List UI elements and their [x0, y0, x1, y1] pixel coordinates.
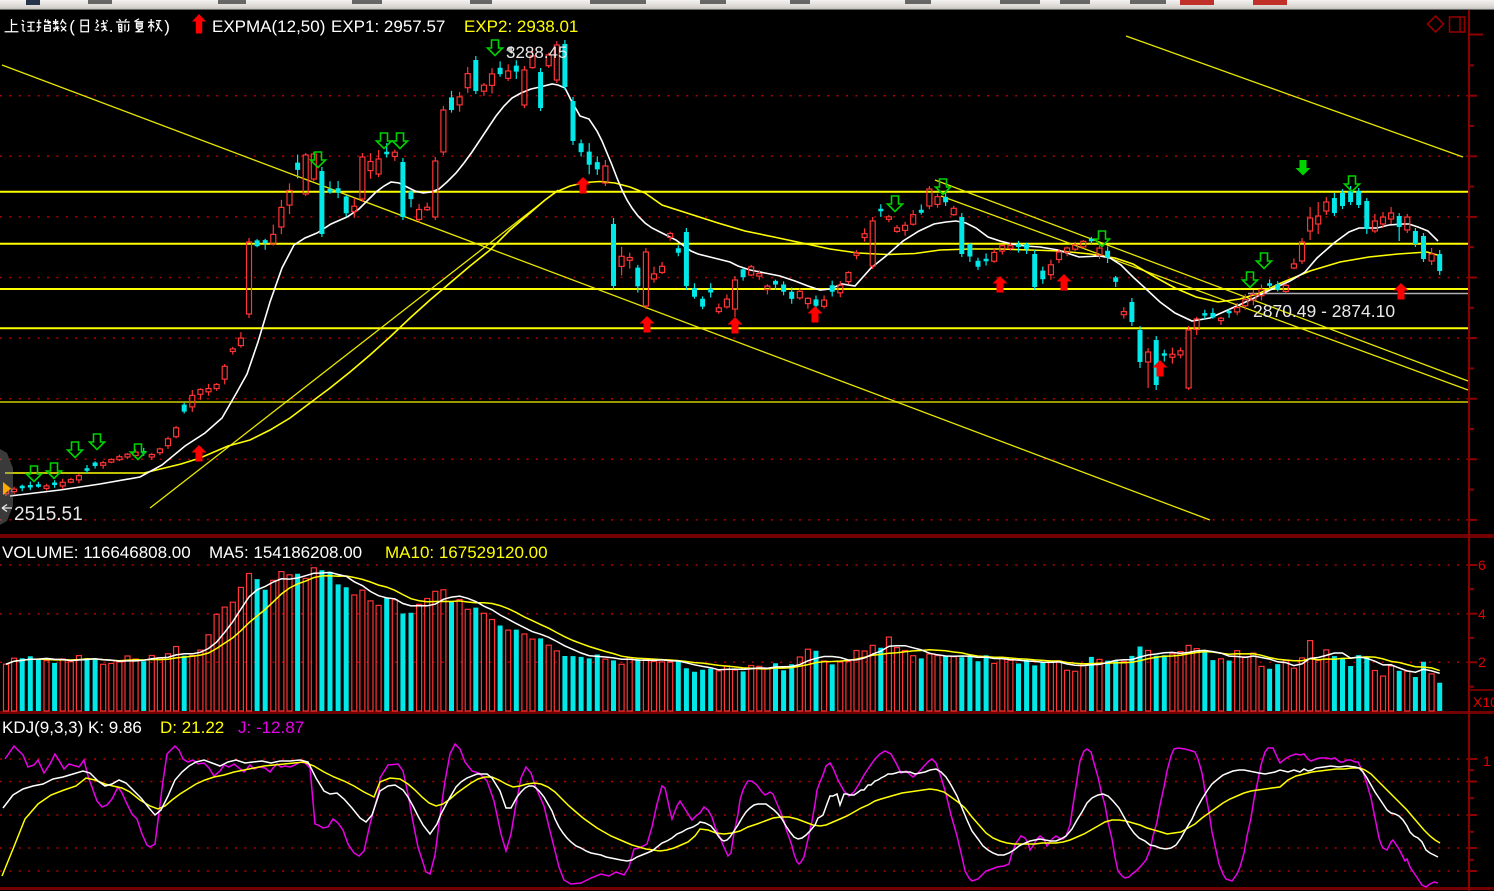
svg-text:EXP1: 2957.57: EXP1: 2957.57: [331, 17, 445, 36]
svg-text:4: 4: [1478, 606, 1486, 622]
svg-text:EXP2: 2938.01: EXP2: 2938.01: [464, 17, 578, 36]
svg-text:2515.51: 2515.51: [14, 504, 83, 525]
svg-text:2870.49 - 2874.10: 2870.49 - 2874.10: [1253, 301, 1395, 321]
svg-text:MA5: 154186208.00: MA5: 154186208.00: [209, 543, 362, 562]
svg-text:K: 9.86: K: 9.86: [88, 718, 142, 737]
svg-text:X10000: X10000: [1473, 694, 1494, 710]
svg-text:J: -12.87: J: -12.87: [238, 718, 304, 737]
svg-text:(: (: [69, 17, 75, 36]
svg-text:KDJ(9,3,3): KDJ(9,3,3): [2, 718, 83, 737]
svg-text:1: 1: [1483, 753, 1491, 769]
svg-text:D: 21.22: D: 21.22: [160, 718, 224, 737]
svg-text:): ): [164, 17, 170, 36]
svg-text:VOLUME: 116646808.00: VOLUME: 116646808.00: [2, 543, 191, 562]
svg-text:3288.45: 3288.45: [506, 43, 567, 62]
svg-text:MA10: 167529120.00: MA10: 167529120.00: [385, 543, 548, 562]
svg-text:.: .: [109, 17, 114, 36]
svg-text:6: 6: [1478, 557, 1486, 573]
svg-text:EXPMA(12,50): EXPMA(12,50): [212, 17, 325, 36]
svg-text:2: 2: [1478, 654, 1486, 670]
